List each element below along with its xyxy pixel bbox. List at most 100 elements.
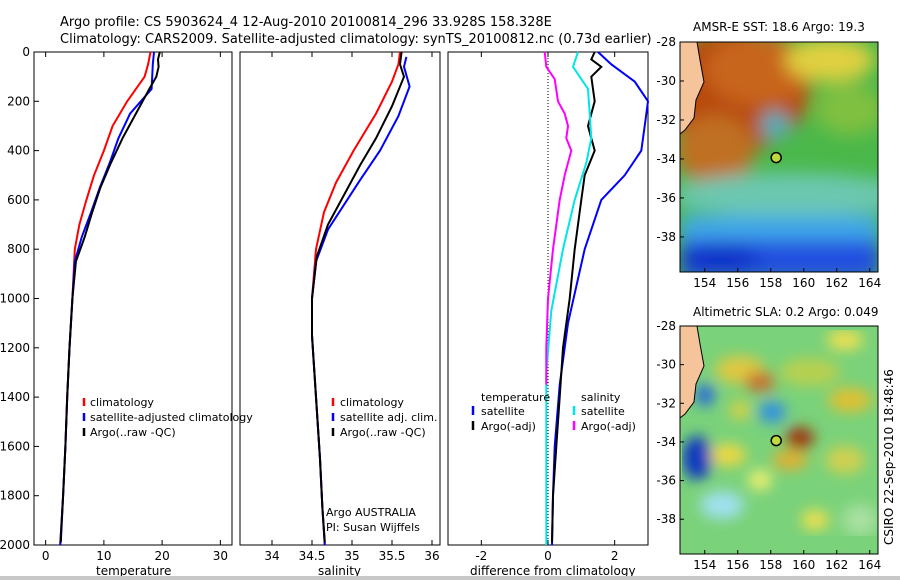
- map-y-tick-label: -34: [656, 435, 676, 449]
- map-x-tick-label: 160: [792, 558, 815, 572]
- series-line: [59, 51, 155, 546]
- y-tick-label: 1600: [0, 439, 30, 453]
- sst-argo-location-marker: [770, 151, 782, 164]
- map-x-tick-label: 156: [726, 276, 749, 290]
- x-tick-label: 20: [154, 549, 169, 563]
- map-y-tick-label: -28: [656, 319, 676, 333]
- y-tick-label: 0: [22, 45, 30, 59]
- salinity-xlabel: salinity: [318, 564, 361, 578]
- series-line: [59, 51, 152, 546]
- map-y-tick-label: -30: [656, 74, 676, 88]
- map-y-tick-label: -32: [656, 396, 676, 410]
- map-x-tick-label: 158: [759, 276, 782, 290]
- legend-label-sal-satellite: satellite: [581, 405, 625, 418]
- series-line: [545, 51, 593, 545]
- timestamp-side-text: CSIRO 22-Sep-2010 18:48:46: [882, 369, 896, 545]
- legend-label-temp-satellite: satellite: [481, 405, 525, 418]
- series-line: [551, 51, 650, 546]
- sst-field: [680, 42, 878, 272]
- legend-label-satellite-adjusted: satellite-adjusted climatology: [90, 411, 253, 424]
- x-tick-label: 35: [344, 549, 359, 563]
- y-tick-label: 1800: [0, 489, 30, 503]
- map-x-tick-label: 156: [726, 558, 749, 572]
- difference-xlabel: difference from climatology: [470, 564, 636, 578]
- sla-map-ticks: 154 156 158 160 162 164 -28 -30 -32 -34 -36 -38: [656, 319, 881, 572]
- x-tick-label: 35.5: [379, 549, 406, 563]
- legend-label-temp-argo: Argo(-adj): [481, 420, 536, 433]
- series-line: [551, 51, 603, 543]
- sla-map-title: Altimetric SLA: 0.2 Argo: 0.049: [693, 305, 878, 319]
- map-y-tick-label: -28: [656, 35, 676, 49]
- y-tick-label: 1000: [0, 292, 30, 306]
- x-tick-label: 0: [42, 549, 50, 563]
- sla-land-coast: [680, 326, 705, 419]
- y-tick-label: 2000: [0, 538, 30, 552]
- temperature-profiles: [59, 51, 161, 546]
- difference-panel: -2 0 2 difference from climatology tempera…: [447, 51, 650, 578]
- sla-map-panel: Altimetric SLA: 0.2 Argo: 0.049: [656, 305, 881, 572]
- legend-label-climatology: climatology: [90, 396, 154, 409]
- map-x-tick-label: 154: [693, 558, 716, 572]
- y-tick-label: 400: [7, 144, 30, 158]
- legend-label-sal-argo: Argo(-adj): [581, 420, 636, 433]
- sst-map-axes: [679, 41, 879, 273]
- x-tick-label: 30: [213, 549, 228, 563]
- series-line: [59, 51, 161, 543]
- map-y-tick-label: -30: [656, 358, 676, 372]
- map-y-tick-label: -38: [656, 230, 676, 244]
- y-tick-label: 1200: [0, 341, 30, 355]
- salinity-panel: 34 34.5 35 35.5 36 salinity climatology sate…: [239, 51, 441, 578]
- legend-label-argo: Argo(..raw -QC): [340, 426, 426, 439]
- x-tick-label: -2: [475, 549, 487, 563]
- legend-label-climatology: climatology: [340, 396, 404, 409]
- figure-title-line2: Climatology: CARS2009. Satellite-adjuste…: [60, 32, 652, 47]
- y-tick-label: 200: [7, 94, 30, 108]
- figure-title-line1: Argo profile: CS 5903624_4 12-Aug-2010 2…: [60, 15, 552, 30]
- legend-title-salinity: salinity: [581, 391, 621, 404]
- salinity-profiles: [311, 51, 411, 546]
- map-x-tick-label: 164: [858, 276, 881, 290]
- bottom-scrollbar[interactable]: [0, 576, 900, 580]
- depth-axis-ticks: 0 200 400 600 800 1000 1200 1400 1600 1800 2000: [0, 45, 39, 552]
- sst-map-panel: AMSR-E SST: 18.6 Argo: 19.3 154 156 158 160…: [656, 20, 881, 290]
- x-tick-label: 34: [264, 549, 279, 563]
- map-y-tick-label: -34: [656, 152, 676, 166]
- series-line: [311, 51, 401, 546]
- salinity-axis-ticks: 34 34.5 35 35.5 36: [264, 52, 440, 563]
- map-x-tick-label: 162: [825, 276, 848, 290]
- map-y-tick-label: -38: [656, 512, 676, 526]
- owner-annotation: Argo AUSTRALIA: [326, 506, 416, 519]
- y-tick-label: 800: [7, 242, 30, 256]
- map-x-tick-label: 164: [858, 558, 881, 572]
- temperature-xlabel: temperature: [96, 564, 171, 578]
- sla-field: [680, 326, 878, 554]
- temperature-legend: climatology satellite-adjusted climatolo…: [82, 396, 253, 439]
- difference-profiles: [543, 51, 650, 546]
- series-line: [311, 51, 406, 543]
- salinity-legend: climatology satellite adj. clim. Argo(..…: [331, 396, 437, 439]
- x-tick-label: 10: [96, 549, 111, 563]
- x-tick-label: 34.5: [299, 549, 326, 563]
- sla-argo-location-marker: [770, 434, 782, 447]
- map-x-tick-label: 162: [825, 558, 848, 572]
- temperature-axis-ticks: 0 10 20 30: [42, 52, 228, 563]
- map-x-tick-label: 158: [759, 558, 782, 572]
- legend-label-satellite-adj: satellite adj. clim.: [340, 411, 437, 424]
- map-y-tick-label: -36: [656, 474, 676, 488]
- map-x-tick-label: 160: [792, 276, 815, 290]
- x-tick-label: 36: [424, 549, 439, 563]
- sst-map-title: AMSR-E SST: 18.6 Argo: 19.3: [693, 20, 865, 34]
- sla-map-axes: [679, 325, 879, 555]
- series-line: [543, 51, 573, 385]
- x-tick-label: 0: [544, 549, 552, 563]
- difference-legend: temperature satellite Argo(-adj) salinit…: [471, 391, 636, 433]
- legend-title-temperature: temperature: [481, 391, 550, 404]
- y-tick-label: 1400: [0, 390, 30, 404]
- map-y-tick-label: -32: [656, 113, 676, 127]
- x-tick-label: 2: [611, 549, 619, 563]
- series-line: [311, 56, 411, 546]
- map-y-tick-label: -36: [656, 191, 676, 205]
- legend-label-argo: Argo(..raw -QC): [90, 426, 176, 439]
- map-x-tick-label: 154: [693, 276, 716, 290]
